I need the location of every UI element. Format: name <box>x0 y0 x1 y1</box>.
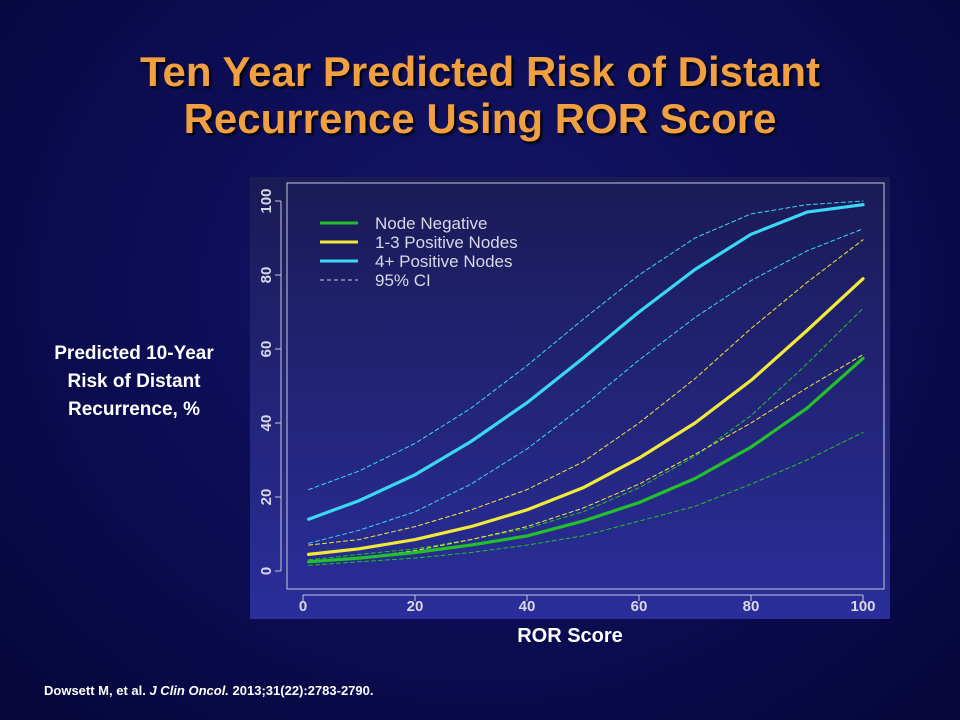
legend-label-0: Node Negative <box>375 214 487 233</box>
citation-details: 2013;31(22):2783-2790. <box>228 683 374 698</box>
y-axis-label-line-2: Risk of Distant <box>67 371 201 392</box>
citation-journal: J Clin Oncol. <box>149 683 229 698</box>
series-line-4-positive-nodes-solid <box>306 203 865 521</box>
legend-label-3: 95% CI <box>375 271 431 290</box>
y-tick-label-5: 100 <box>258 188 275 213</box>
chart-panel <box>250 177 890 619</box>
y-axis-label-line-1: Predicted 10-Year <box>54 343 214 364</box>
plot-frame <box>286 182 885 590</box>
series-line-4-positive-nodes-ci-upper <box>308 200 864 491</box>
series-line-node-negative-ci-lower <box>308 431 864 566</box>
y-axis-label-line-3: Recurrence, % <box>67 399 200 420</box>
y-tick-label-0: 0 <box>258 567 275 575</box>
slide-title-line-2: Recurrence Using ROR Score <box>183 95 777 142</box>
slide-title: Ten Year Predicted Risk of Distant Recur… <box>0 48 960 142</box>
legend-label-1: 1-3 Positive Nodes <box>375 233 518 252</box>
x-tick-label-5: 100 <box>850 598 875 615</box>
series-line-1-3-positive-nodes-solid <box>306 277 865 556</box>
x-tick-label-3: 60 <box>631 598 648 615</box>
series-line-node-negative-solid <box>306 356 865 564</box>
slide-title-line-1: Ten Year Predicted Risk of Distant <box>140 48 820 95</box>
y-tick-label-2: 40 <box>258 415 275 432</box>
risk-chart: 0 20 40 60 80 100 0 20 40 60 80 100 Node Negative1-3… <box>250 177 890 619</box>
citation: Dowsett M, et al. J Clin Oncol. 2013;31(… <box>44 683 374 698</box>
series-line-1-3-positive-nodes-ci-upper <box>308 239 864 546</box>
series-line-4-positive-nodes-ci-lower <box>308 228 864 544</box>
x-tick-label-4: 80 <box>743 598 760 615</box>
y-tick-label-1: 20 <box>258 489 275 506</box>
x-tick-label-1: 20 <box>407 598 424 615</box>
y-tick-label-4: 80 <box>258 267 275 284</box>
legend-label-2: 4+ Positive Nodes <box>375 252 513 271</box>
y-tick-label-3: 60 <box>258 341 275 358</box>
y-axis-label: Predicted 10-Year Risk of Distant Recurr… <box>20 340 248 424</box>
x-tick-label-0: 0 <box>299 598 307 615</box>
citation-authors: Dowsett M, et al. <box>44 683 150 698</box>
x-axis-label: ROR Score <box>517 625 623 647</box>
series-line-node-negative-ci-upper <box>308 307 864 561</box>
x-tick-label-2: 40 <box>519 598 536 615</box>
